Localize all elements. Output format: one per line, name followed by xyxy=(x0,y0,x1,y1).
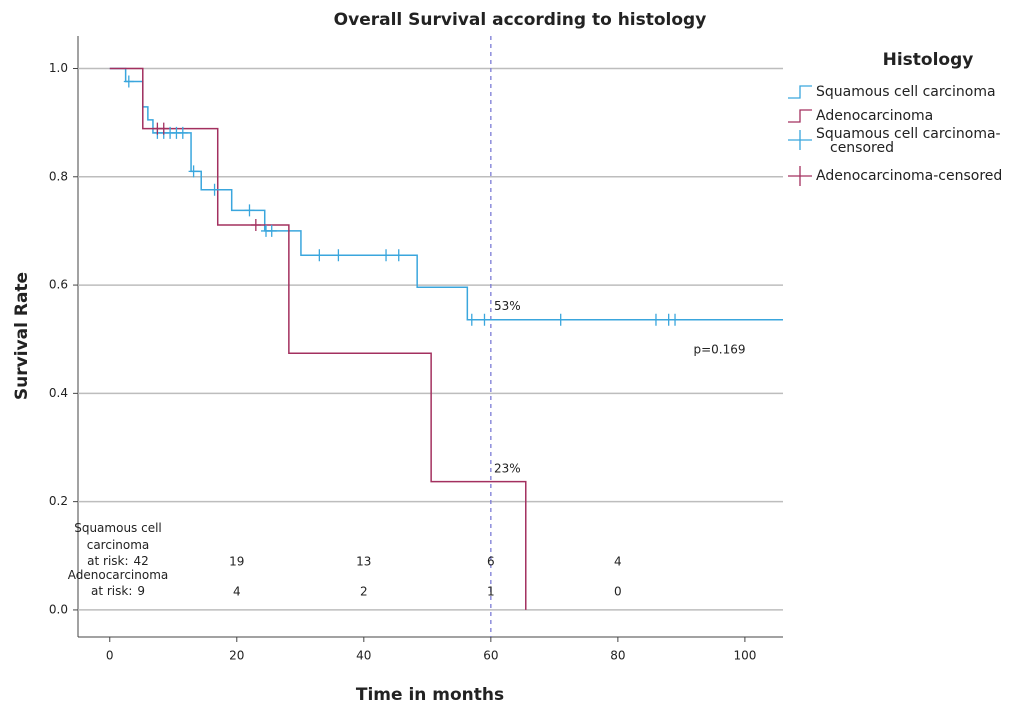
at-risk-count: 9 xyxy=(137,584,145,598)
risk-label: at risk: 9 xyxy=(91,584,145,598)
censor-mark xyxy=(250,218,261,231)
chart-title: Overall Survival according to histology xyxy=(334,10,707,30)
at-risk-count: 4 xyxy=(233,585,241,599)
censor-mark xyxy=(393,249,404,262)
censor-mark xyxy=(670,313,681,326)
legend-title: Histology xyxy=(883,50,974,70)
at-risk-count: 2 xyxy=(360,585,368,599)
survival-curve xyxy=(109,67,527,610)
at-risk-count: 19 xyxy=(229,555,244,569)
legend-swatch xyxy=(788,166,812,186)
censor-mark xyxy=(158,122,169,135)
y-tick-label: 0.6 xyxy=(49,278,68,292)
y-tick-label: 0.4 xyxy=(49,386,68,400)
at-risk-count: 13 xyxy=(356,555,371,569)
at-risk-count: 42 xyxy=(134,554,149,568)
risk-row-name-line: carcinoma xyxy=(87,538,150,552)
y-tick-label: 0.0 xyxy=(49,602,68,616)
censor-mark xyxy=(333,249,344,262)
x-tick-label: 80 xyxy=(610,649,625,663)
x-tick-label: 0 xyxy=(106,649,114,663)
censor-mark xyxy=(314,249,325,262)
x-axis-title: Time in months xyxy=(356,685,504,705)
y-tick-label: 0.8 xyxy=(49,169,68,183)
censor-mark xyxy=(188,165,199,178)
annotation: p=0.169 xyxy=(693,343,745,357)
y-tick-label: 1.0 xyxy=(49,61,68,75)
risk-label: at risk: 42 xyxy=(87,554,149,568)
legend-label: Squamous cell carcinoma xyxy=(816,84,996,100)
x-tick-label: 20 xyxy=(229,649,244,663)
censor-mark xyxy=(209,183,220,196)
legend-label-line: censored xyxy=(830,140,894,156)
censor-mark xyxy=(123,75,134,88)
at-risk-count: 0 xyxy=(614,585,622,599)
legend-swatch xyxy=(788,109,812,123)
annotation: 23% xyxy=(494,462,521,476)
censor-mark xyxy=(466,313,477,326)
risk-row-name: Squamous cell carcinoma xyxy=(74,521,162,552)
y-axis-title: Survival Rate xyxy=(12,272,32,400)
legend-label: Squamous cell carcinoma-censored xyxy=(816,126,1001,156)
censor-mark xyxy=(266,224,277,237)
at-risk-label: at risk: xyxy=(91,584,132,598)
y-tick-label: 0.2 xyxy=(49,494,68,508)
censor-mark xyxy=(177,126,188,139)
censor-mark xyxy=(381,249,392,262)
legend-label: Adenocarcinoma xyxy=(816,108,933,124)
legend-label: Adenocarcinoma-censored xyxy=(816,168,1002,184)
x-tick-label: 40 xyxy=(356,649,371,663)
legend-swatch xyxy=(788,130,812,150)
censor-mark xyxy=(479,313,490,326)
at-risk-count: 1 xyxy=(487,585,495,599)
at-risk-label: at risk: xyxy=(87,554,128,568)
legend-label-line: Squamous cell carcinoma- xyxy=(816,126,1001,142)
risk-row-name-line: Squamous cell xyxy=(74,521,162,535)
at-risk-count: 4 xyxy=(614,555,622,569)
x-tick-label: 100 xyxy=(733,649,756,663)
censor-mark xyxy=(555,313,566,326)
at-risk-count: 6 xyxy=(487,555,495,569)
annotation: 53% xyxy=(494,299,521,313)
legend-swatch xyxy=(788,85,812,99)
risk-row-name-line: Adenocarcinoma xyxy=(68,568,169,582)
x-tick-label: 60 xyxy=(483,649,498,663)
risk-row-name: Adenocarcinoma xyxy=(68,568,169,582)
censor-mark xyxy=(244,204,255,217)
plot-area xyxy=(78,36,783,637)
censor-mark xyxy=(650,313,661,326)
